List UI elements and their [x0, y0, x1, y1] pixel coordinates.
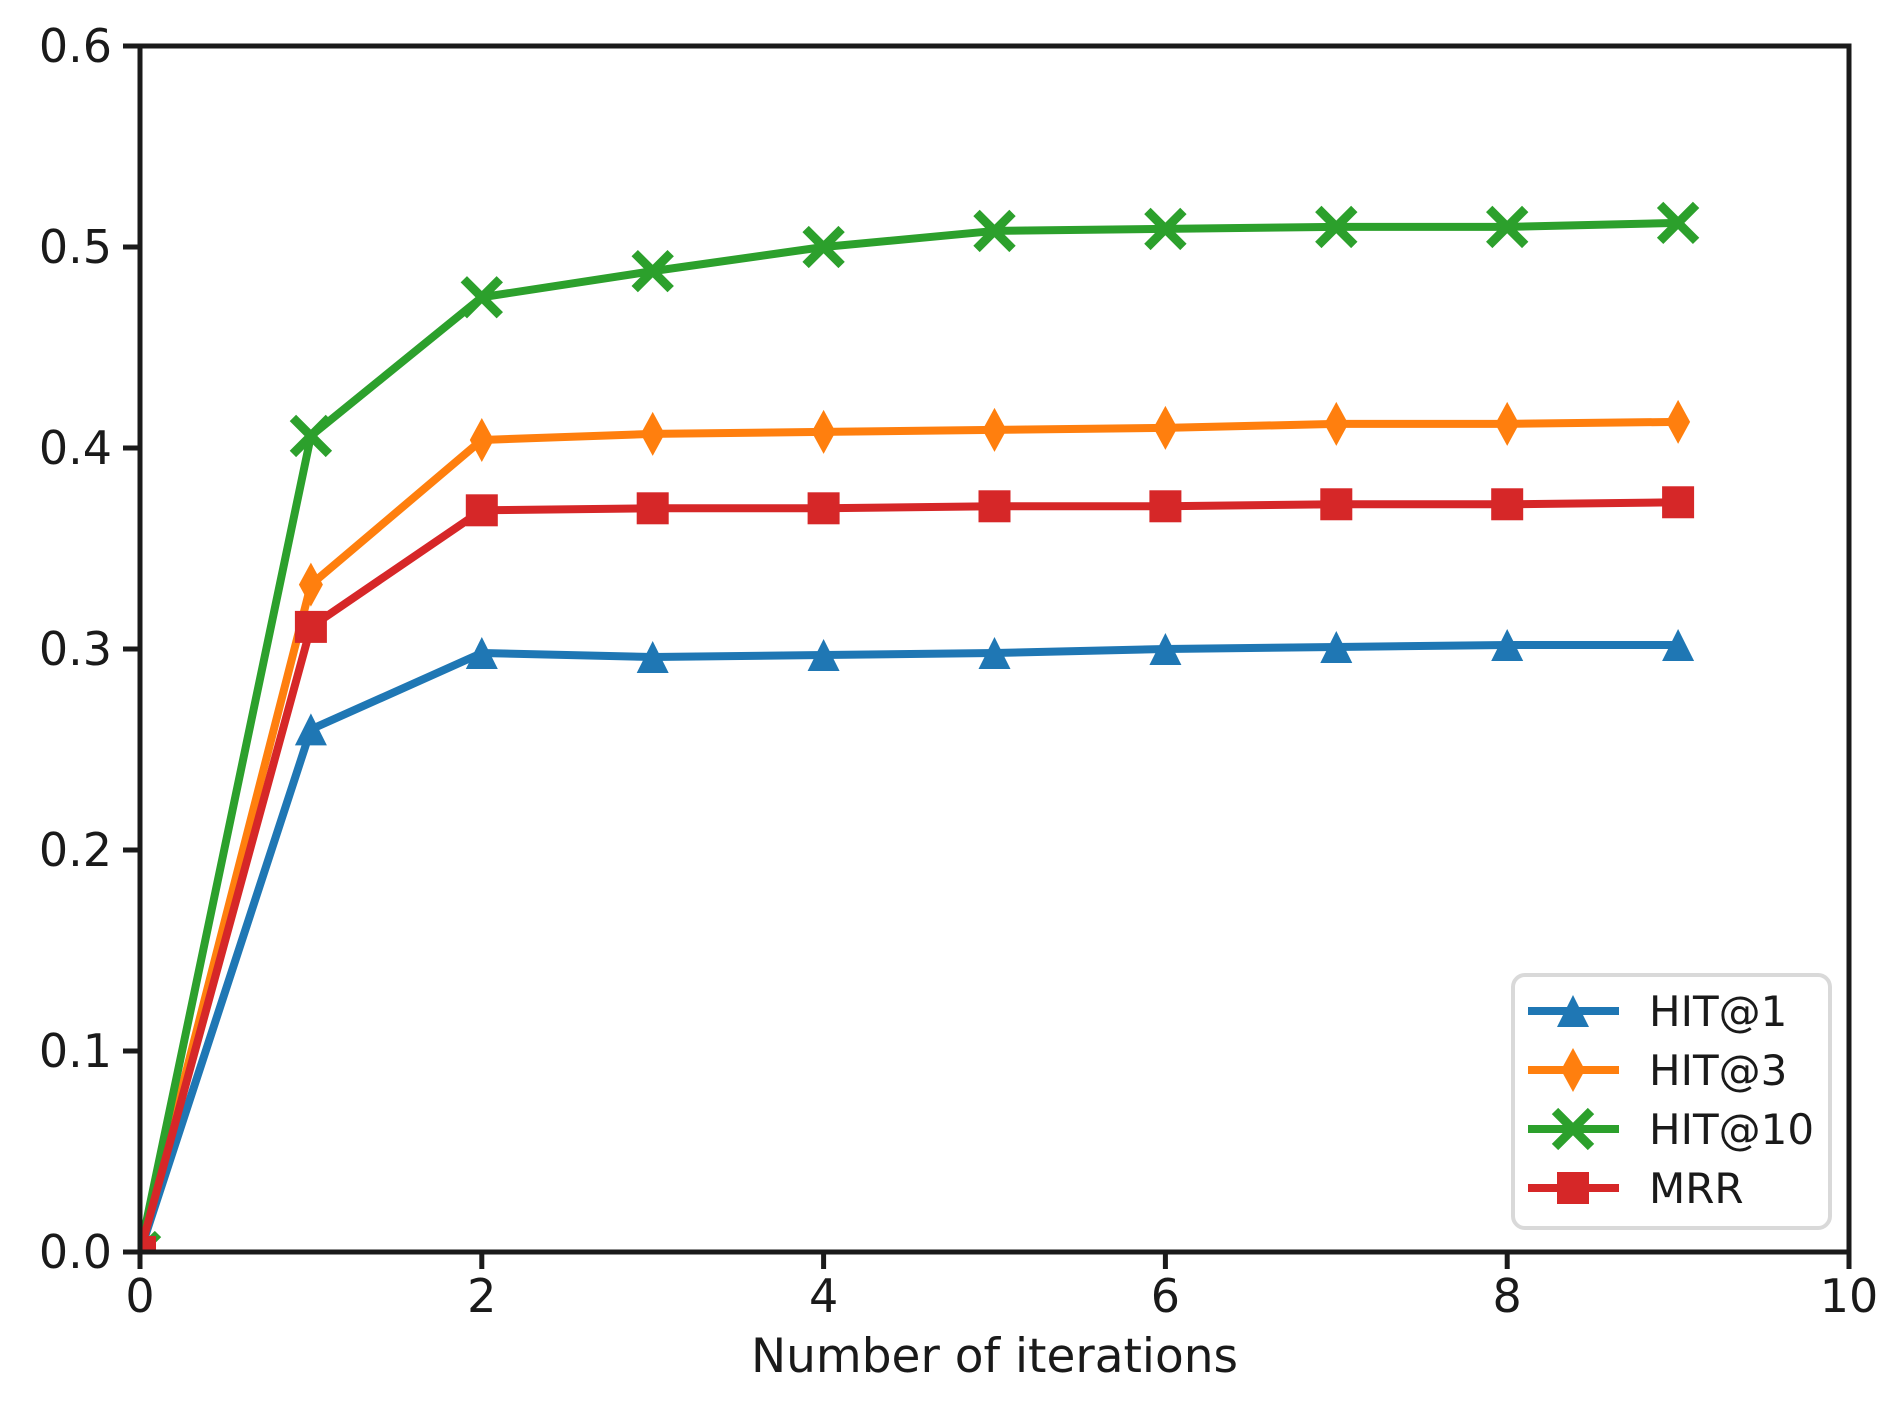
x-tick-label: 2: [467, 1269, 496, 1323]
x-marker: [1315, 205, 1358, 249]
y-tick-label: 0.3: [39, 622, 112, 676]
legend-item-hit-10: HIT@10: [1528, 1105, 1814, 1154]
legend-box: [1511, 973, 1832, 1230]
series-group: [140, 201, 1700, 1252]
triangle-marker: [1491, 628, 1524, 661]
y-tick-label: 0.6: [39, 19, 112, 73]
legend-item-mrr: MRR: [1528, 1164, 1744, 1213]
x-marker: [1551, 1107, 1595, 1151]
triangle-marker: [807, 639, 840, 672]
x-marker: [289, 414, 333, 458]
triangle-marker: [294, 713, 327, 746]
legend-label: MRR: [1649, 1164, 1744, 1213]
square-marker: [140, 1236, 156, 1252]
triangle-marker: [1149, 633, 1182, 665]
thin-diamond-marker: [1666, 399, 1691, 444]
square-marker: [1320, 488, 1353, 521]
x-marker: [973, 209, 1016, 253]
thin-diamond-marker: [469, 417, 494, 462]
legend-item-hit-1: HIT@1: [1528, 987, 1787, 1036]
square-marker: [465, 494, 498, 527]
x-marker: [1656, 201, 1700, 245]
thin-diamond-marker: [298, 562, 323, 607]
x-tick-label: 4: [809, 1269, 838, 1323]
square-marker: [1149, 490, 1182, 523]
thin-diamond-marker: [640, 411, 665, 456]
legend-label: HIT@3: [1649, 1046, 1787, 1095]
legend-label: HIT@10: [1649, 1105, 1814, 1154]
square-marker: [294, 610, 327, 643]
series-hit-1: [140, 628, 1695, 1252]
x-marker: [1144, 207, 1187, 251]
series-mrr: [140, 486, 1695, 1252]
y-axis: 0.0 0.1 0.2 0.3 0.4 0.5 0.6: [39, 19, 140, 1279]
x-marker: [1486, 205, 1529, 249]
x-marker: [802, 225, 845, 269]
square-marker: [1557, 1172, 1589, 1204]
triangle-marker: [1662, 628, 1695, 661]
square-marker: [807, 492, 840, 525]
thin-diamond-marker: [811, 409, 836, 454]
triangle-marker: [465, 637, 498, 670]
series-hit-3: [140, 399, 1691, 1252]
triangle-marker: [978, 637, 1011, 670]
thin-diamond-marker: [1153, 405, 1178, 450]
legend-label: HIT@1: [1649, 987, 1787, 1036]
triangle-marker: [1320, 630, 1353, 663]
square-marker: [1662, 486, 1695, 519]
x-axis: 0 2 4 6 8 10: [125, 1252, 1878, 1323]
series-line-mrr: [140, 498, 1679, 1252]
legend-item-hit-3: HIT@3: [1528, 1046, 1787, 1095]
x-tick-label: 8: [1493, 1269, 1522, 1323]
y-tick-label: 0.2: [39, 823, 112, 877]
x-marker: [460, 276, 503, 319]
y-tick-label: 0.0: [39, 1225, 112, 1279]
thin-diamond-marker: [982, 407, 1007, 452]
thin-diamond-marker: [1324, 401, 1349, 446]
x-tick-label: 10: [1820, 1269, 1879, 1323]
y-tick-label: 0.1: [39, 1024, 112, 1078]
y-tick-label: 0.5: [39, 220, 112, 274]
x-marker: [631, 249, 674, 293]
x-tick-label: 6: [1151, 1269, 1180, 1323]
x-axis-label: Number of iterations: [751, 1329, 1238, 1384]
thin-diamond-marker: [1495, 401, 1520, 446]
square-marker: [978, 490, 1011, 523]
series-line-hit-10: [140, 218, 1679, 1252]
series-line-hit-3: [140, 417, 1679, 1252]
triangle-marker: [636, 641, 669, 674]
y-tick-label: 0.4: [39, 421, 112, 475]
thin-diamond-marker: [1561, 1048, 1585, 1092]
series-line-hit-1: [140, 640, 1679, 1252]
legend: HIT@1 HIT@3 HIT@10 MRR: [1511, 973, 1832, 1230]
series-hit-10: [140, 201, 1700, 1252]
square-marker: [636, 492, 669, 525]
x-tick-label: 0: [125, 1269, 154, 1323]
triangle-marker: [1557, 995, 1589, 1027]
square-marker: [1491, 488, 1524, 521]
